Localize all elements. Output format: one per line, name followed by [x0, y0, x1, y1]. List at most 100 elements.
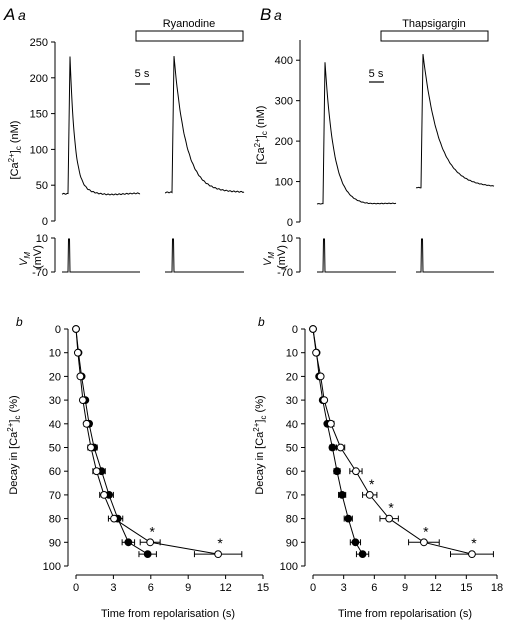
ba-control-trace: [316, 62, 397, 205]
ba-thapsigargin-voltage: [416, 238, 494, 273]
ba-calcium-axis: 0 100 200 300 400: [275, 40, 301, 229]
ba-calcium-tick-label: 300: [275, 96, 293, 108]
bb-control-point: [344, 514, 353, 523]
svg-text:VM: VM: [18, 252, 32, 266]
bb-drug-point: [365, 491, 374, 499]
bb-drug-point: [352, 467, 360, 476]
panel-b-b-label: b: [258, 315, 265, 329]
ab-control-point: [143, 550, 152, 559]
ab-x-tick-label: 3: [110, 582, 116, 594]
ab-significance-star: *: [149, 523, 155, 539]
bb-drug-point: [320, 396, 329, 405]
bb-significance-star: *: [423, 523, 429, 539]
scale-bar-b: 5 s: [369, 68, 384, 83]
aa-control-voltage: [62, 238, 140, 273]
bb-y-tick-label: 0: [292, 324, 298, 336]
bb-control-point: [338, 491, 347, 499]
bb-control-point: [351, 538, 360, 547]
bb-x-tick-label: 12: [430, 582, 442, 594]
aa-calcium-tick-label: 200: [30, 73, 48, 85]
svg-text:Decay in [Ca2+]c (%): Decay in [Ca2+]c (%): [252, 395, 268, 494]
svg-text:(mV): (mV): [276, 245, 288, 269]
svg-text:Decay in [Ca2+]c (%): Decay in [Ca2+]c (%): [6, 395, 22, 494]
aa-calcium-tick-label: 0: [42, 216, 48, 228]
bb-y-tick-label: 40: [286, 419, 298, 431]
ba-voltage-tick-label: -70: [277, 267, 293, 279]
bb-drug-point: [326, 419, 335, 428]
bb-control-point: [358, 550, 367, 559]
bb-y-tick-label: 50: [286, 443, 298, 455]
ba-calcium-tick-label: 200: [275, 136, 293, 148]
ab-drug-point: [72, 325, 80, 333]
ab-drug-point: [92, 467, 101, 476]
ab-significance-star: *: [217, 535, 223, 551]
scale-bar-a: 5 s: [135, 68, 150, 85]
ab-y-tick-label: 40: [49, 419, 61, 431]
ab-y-tick-label: 0: [55, 324, 61, 336]
ab-y-tick-label: 10: [49, 348, 61, 360]
svg-text:[Ca2+]c (nM): [Ca2+]c (nM): [7, 121, 23, 180]
aa-calcium-tick-label: 100: [30, 144, 48, 156]
bb-y-tick-label: 60: [286, 466, 298, 478]
svg-text:VM: VM: [262, 252, 276, 266]
ab-y-tick-label: 50: [49, 443, 61, 455]
ab-xlabel: Time from repolarisation (s): [101, 608, 235, 620]
bb-x-tick-label: 6: [371, 582, 377, 594]
aa-calcium-tick-label: 150: [30, 109, 48, 121]
aa-control-trace: [61, 56, 141, 196]
bb-xlabel: Time from repolarisation (s): [338, 608, 472, 620]
bb-drug-point: [420, 538, 428, 547]
aa-voltage-traces: [62, 238, 244, 273]
ab-y-tick-label: 20: [49, 371, 61, 383]
ba-calcium-tick-label: 100: [275, 177, 293, 189]
ab-drug-point: [110, 514, 118, 523]
thapsigargin-bar: Thapsigargin: [380, 18, 489, 42]
bb-significance-star: *: [388, 500, 394, 516]
panel-a-heading: A a: [3, 5, 26, 24]
ba-calcium-tick-label: 400: [275, 55, 293, 67]
aa-voltage-ylabel: VM (mV): [18, 245, 44, 269]
ab-drug-point: [146, 538, 155, 547]
svg-text:[Ca2+]c (nM): [Ca2+]c (nM): [253, 106, 269, 165]
ab-x-tick-label: 9: [185, 582, 191, 594]
panel-a-sublabel: a: [18, 7, 26, 23]
bb-y-tick-label: 70: [286, 490, 298, 502]
ab-drug-point: [100, 491, 108, 499]
ab-y-tick-label: 60: [49, 466, 61, 478]
ba-voltage-axis: 10 -70: [277, 233, 301, 279]
bb-y-tick-label: 10: [286, 348, 298, 360]
ba-thapsigargin-trace: [415, 54, 495, 189]
ba-voltage-ylabel: VM (mV): [262, 245, 288, 269]
ab-control-point: [124, 538, 133, 547]
aa-calcium-axis: 0 50 100 150 200 250: [30, 37, 56, 228]
ab-decay-ylabel: Decay in [Ca2+]c (%): [6, 395, 22, 494]
bb-control-point: [328, 443, 337, 452]
panel-b-letter: B: [260, 5, 271, 24]
bb-x-tick-label: 0: [310, 582, 316, 594]
ryanodine-bar: Ryanodine: [135, 18, 244, 42]
thapsigargin-label: Thapsigargin: [402, 18, 466, 30]
aa-voltage-axis: 10 -70: [32, 233, 56, 279]
panel-b-sublabel: a: [274, 7, 282, 23]
panel-a-b-label: b: [16, 315, 23, 329]
ab-y-tick-label: 100: [43, 561, 61, 573]
bb-x-tick-label: 15: [460, 582, 472, 594]
bb-y-tick-label: 30: [286, 395, 298, 407]
aa-voltage-tick-label: -70: [32, 267, 48, 279]
bb-decay-plot: 0 10 20 30 40 50 60 70 80 90 100 0 3 6 9 12 15 18 * * * *: [280, 324, 503, 594]
scale-bar-b-label: 5 s: [369, 68, 384, 80]
bb-drug-point: [336, 443, 345, 452]
ab-x-tick-label: 0: [73, 582, 79, 594]
ab-drug-point: [73, 348, 82, 357]
ab-y-tick-label: 90: [49, 537, 61, 549]
bb-significance-star: *: [369, 476, 375, 492]
ab-y-tick-label: 80: [49, 514, 61, 526]
scale-bar-a-label: 5 s: [135, 68, 150, 80]
bb-control-point: [333, 467, 341, 476]
bb-drug-point: [385, 514, 394, 523]
ab-x-tick-label: 12: [219, 582, 231, 594]
ab-x-tick-label: 15: [257, 582, 269, 594]
bb-significance-star: *: [471, 535, 477, 551]
ba-control-voltage: [317, 238, 396, 273]
